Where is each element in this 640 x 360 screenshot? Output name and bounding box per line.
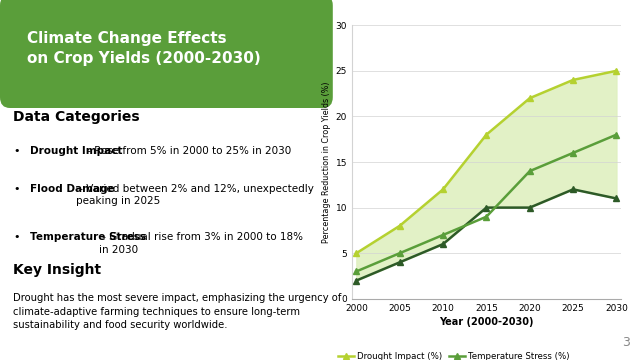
Flood Damage (%) [396,260,404,265]
Flood Damage (%) [526,206,534,210]
Drought Impact (%) [439,187,447,192]
Line: Temperature Stress (%): Temperature Stress (%) [353,131,620,275]
Text: - Rose from 5% in 2000 to 25% in 2030: - Rose from 5% in 2000 to 25% in 2030 [84,146,291,156]
Flood Damage (%) [439,242,447,246]
Temperature Stress (%) [353,269,360,274]
Text: 3: 3 [623,336,630,349]
Drought Impact (%) [396,224,404,228]
Temperature Stress (%) [569,151,577,155]
X-axis label: Year (2000-2030): Year (2000-2030) [439,317,534,327]
Y-axis label: Percentage Reduction in Crop Yields (%): Percentage Reduction in Crop Yields (%) [323,81,332,243]
Text: •: • [13,232,20,242]
Text: Drought has the most severe impact, emphasizing the urgency of
climate-adaptive : Drought has the most severe impact, emph… [13,293,342,330]
Drought Impact (%) [526,96,534,100]
Legend: Drought Impact (%), Flood Damage (%), Temperature Stress (%): Drought Impact (%), Flood Damage (%), Te… [339,352,570,360]
Text: Temperature Stress: Temperature Stress [30,232,146,242]
Temperature Stress (%) [612,132,620,137]
Drought Impact (%) [612,69,620,73]
Drought Impact (%) [353,251,360,255]
Text: - Gradual rise from 3% in 2000 to 18%
in 2030: - Gradual rise from 3% in 2000 to 18% in… [99,232,303,255]
Flood Damage (%) [569,187,577,192]
Text: Data Categories: Data Categories [13,110,140,124]
Text: Flood Damage: Flood Damage [30,184,115,194]
Text: Drought Impact: Drought Impact [30,146,122,156]
Temperature Stress (%) [439,233,447,237]
Temperature Stress (%) [526,169,534,173]
Flood Damage (%) [483,206,490,210]
Temperature Stress (%) [396,251,404,255]
Text: Key Insight: Key Insight [13,263,101,277]
Text: •: • [13,146,20,156]
Text: •: • [13,184,20,194]
FancyBboxPatch shape [0,0,333,108]
Drought Impact (%) [569,78,577,82]
Line: Flood Damage (%): Flood Damage (%) [353,186,620,284]
Line: Drought Impact (%): Drought Impact (%) [353,68,620,256]
Drought Impact (%) [483,132,490,137]
Flood Damage (%) [353,278,360,283]
Flood Damage (%) [612,196,620,201]
Text: - Varied between 2% and 12%, unexpectedly
peaking in 2025: - Varied between 2% and 12%, unexpectedl… [76,184,314,206]
Temperature Stress (%) [483,215,490,219]
Text: Climate Change Effects
on Crop Yields (2000-2030): Climate Change Effects on Crop Yields (2… [27,31,260,66]
